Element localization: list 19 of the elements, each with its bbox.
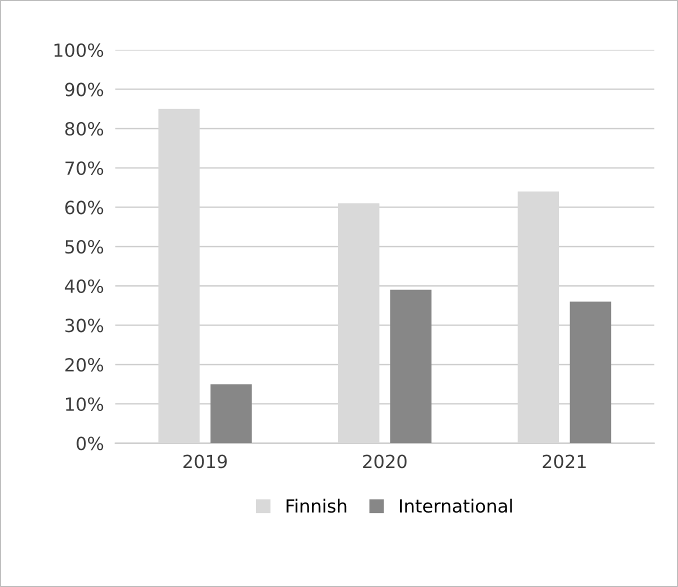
y-tick-label: 60% — [65, 200, 104, 214]
y-tick-label: 20% — [65, 358, 104, 372]
x-tick-label: 2020 — [363, 454, 407, 468]
y-tick-label: 10% — [66, 397, 104, 411]
bar — [210, 384, 252, 444]
y-tick-label: 70% — [66, 161, 104, 175]
y-tick-label: 80% — [65, 122, 104, 136]
y-tick-label: 40% — [64, 279, 104, 293]
x-tick-label: 2021 — [542, 454, 586, 468]
y-tick-label: 100% — [54, 43, 104, 58]
legend-label: Finnish — [286, 498, 346, 513]
bar — [390, 290, 432, 444]
y-tick-label: 90% — [65, 82, 104, 96]
bar — [570, 302, 612, 444]
legend-label: International — [400, 498, 512, 513]
y-tick-label: 30% — [65, 318, 104, 332]
y-tick-label: 0% — [76, 436, 104, 450]
y-tick-label: 50% — [65, 240, 104, 254]
x-tick-label: 2019 — [183, 454, 227, 468]
